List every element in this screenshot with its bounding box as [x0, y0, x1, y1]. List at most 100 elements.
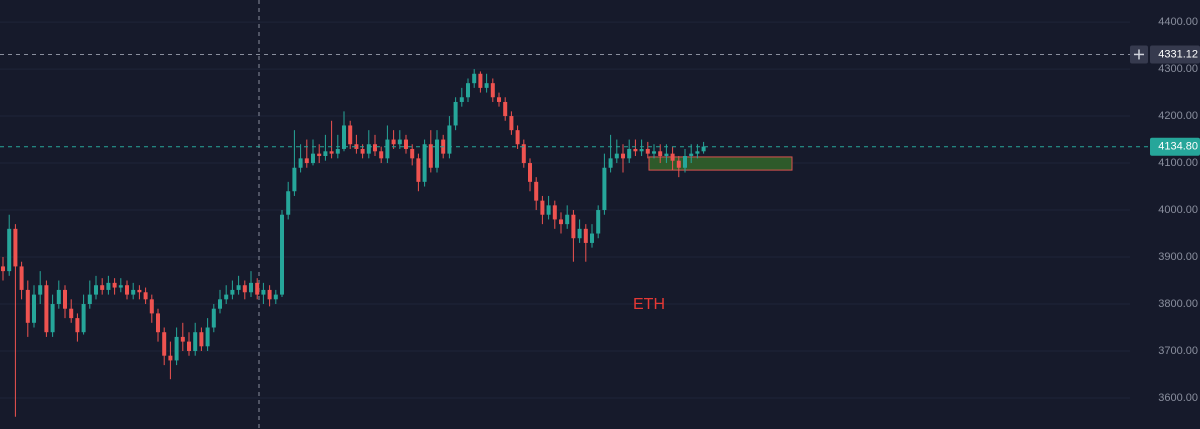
- candle-body: [137, 289, 142, 293]
- candle-body: [422, 144, 427, 182]
- candle-body: [224, 294, 229, 300]
- candle-body: [87, 294, 92, 305]
- candle-body: [267, 289, 272, 300]
- candle-body: [559, 219, 563, 225]
- candle-body: [373, 144, 377, 152]
- candle-body: [94, 285, 98, 295]
- candle-body: [466, 83, 470, 98]
- candle-body: [323, 151, 328, 156]
- candle-body: [397, 139, 402, 145]
- candle-body: [391, 139, 396, 145]
- candle-body: [596, 210, 601, 234]
- candle-body: [230, 289, 235, 295]
- last-price-label: 4134.80: [1158, 141, 1198, 153]
- candle-body: [174, 336, 179, 361]
- candle-body: [292, 167, 297, 192]
- candle-body: [273, 294, 278, 300]
- candle-body: [552, 205, 557, 220]
- candle-body: [416, 158, 421, 182]
- candle-body: [342, 125, 346, 149]
- candle-body: [100, 285, 105, 290]
- candle-body: [633, 148, 638, 152]
- candle-body: [453, 101, 458, 126]
- crosshair-price-label: 4331.12: [1158, 48, 1198, 60]
- candle-body: [639, 148, 644, 152]
- candle-body: [472, 73, 477, 84]
- candle-body: [410, 148, 415, 159]
- candle-body: [528, 163, 532, 182]
- candle-body: [428, 144, 433, 168]
- candle-body: [218, 299, 222, 309]
- candle-body: [193, 332, 198, 351]
- candle-body: [354, 144, 359, 149]
- candle-body: [125, 285, 129, 295]
- candle-body: [63, 289, 67, 309]
- candle-body: [280, 214, 284, 295]
- y-tick-label: 4000.00: [1158, 204, 1198, 216]
- candle-body: [149, 299, 154, 314]
- y-tick-label: 3800.00: [1158, 298, 1198, 310]
- candle-body: [435, 139, 439, 168]
- candle-body: [69, 308, 74, 319]
- y-tick-label: 4400.00: [1158, 16, 1198, 28]
- candle-body: [614, 153, 619, 159]
- candle-body: [205, 327, 210, 347]
- candle-body: [249, 282, 253, 293]
- candle-body: [478, 73, 483, 88]
- crosshair-price-box: [1150, 45, 1200, 64]
- candle-body: [32, 294, 36, 323]
- candle-body: [25, 289, 30, 323]
- candle-body: [112, 282, 117, 288]
- candle-body: [44, 285, 49, 333]
- y-tick-label: 4300.00: [1158, 63, 1198, 75]
- candle-body: [540, 200, 545, 215]
- candle-body: [534, 181, 539, 201]
- price-axis: 3600.00 3700.00 3800.00 3900.00 4000.00 4100.…: [1130, 16, 1200, 404]
- candle-body: [329, 151, 334, 154]
- y-tick-label: 3900.00: [1158, 251, 1198, 263]
- candle-body: [242, 285, 247, 293]
- candle-body: [211, 308, 216, 328]
- candle-body: [311, 153, 315, 164]
- candle-body: [621, 153, 625, 159]
- annotation: ETH: [633, 296, 665, 313]
- candle-body: [19, 266, 24, 290]
- candle-body: [689, 153, 694, 156]
- candle-body: [509, 116, 514, 131]
- candle-body: [515, 130, 520, 145]
- candle-body: [608, 158, 613, 168]
- candle-body: [298, 158, 303, 168]
- candle-body: [38, 285, 43, 295]
- candle-body: [627, 148, 632, 159]
- candle-body: [577, 228, 582, 239]
- candle-body: [317, 153, 322, 156]
- candle-body: [385, 139, 390, 159]
- candle-body: [1, 266, 5, 272]
- candle-body: [683, 156, 687, 168]
- candle-body: [664, 153, 669, 156]
- candle-body: [106, 282, 111, 290]
- candle-body: [81, 304, 86, 333]
- candle-body: [7, 228, 12, 272]
- candle-body: [503, 101, 508, 117]
- y-tick-label: 3600.00: [1158, 392, 1198, 404]
- candle-body: [583, 228, 588, 243]
- candle-body: [701, 146, 706, 152]
- candle-body: [162, 332, 167, 356]
- candle-body: [180, 336, 185, 342]
- y-tick-label: 4200.00: [1158, 110, 1198, 122]
- y-tick-label: 3700.00: [1158, 345, 1198, 357]
- candle-body: [56, 289, 61, 305]
- candle-body: [379, 151, 384, 159]
- candle-body: [366, 144, 371, 154]
- candle-body: [143, 292, 148, 300]
- candle-body: [286, 191, 291, 215]
- candle-body: [335, 148, 340, 154]
- candle-body: [261, 289, 266, 295]
- candle-body: [571, 214, 576, 239]
- y-tick-label: 4100.00: [1158, 157, 1198, 169]
- candle-body: [156, 313, 160, 333]
- candle-body: [187, 341, 191, 351]
